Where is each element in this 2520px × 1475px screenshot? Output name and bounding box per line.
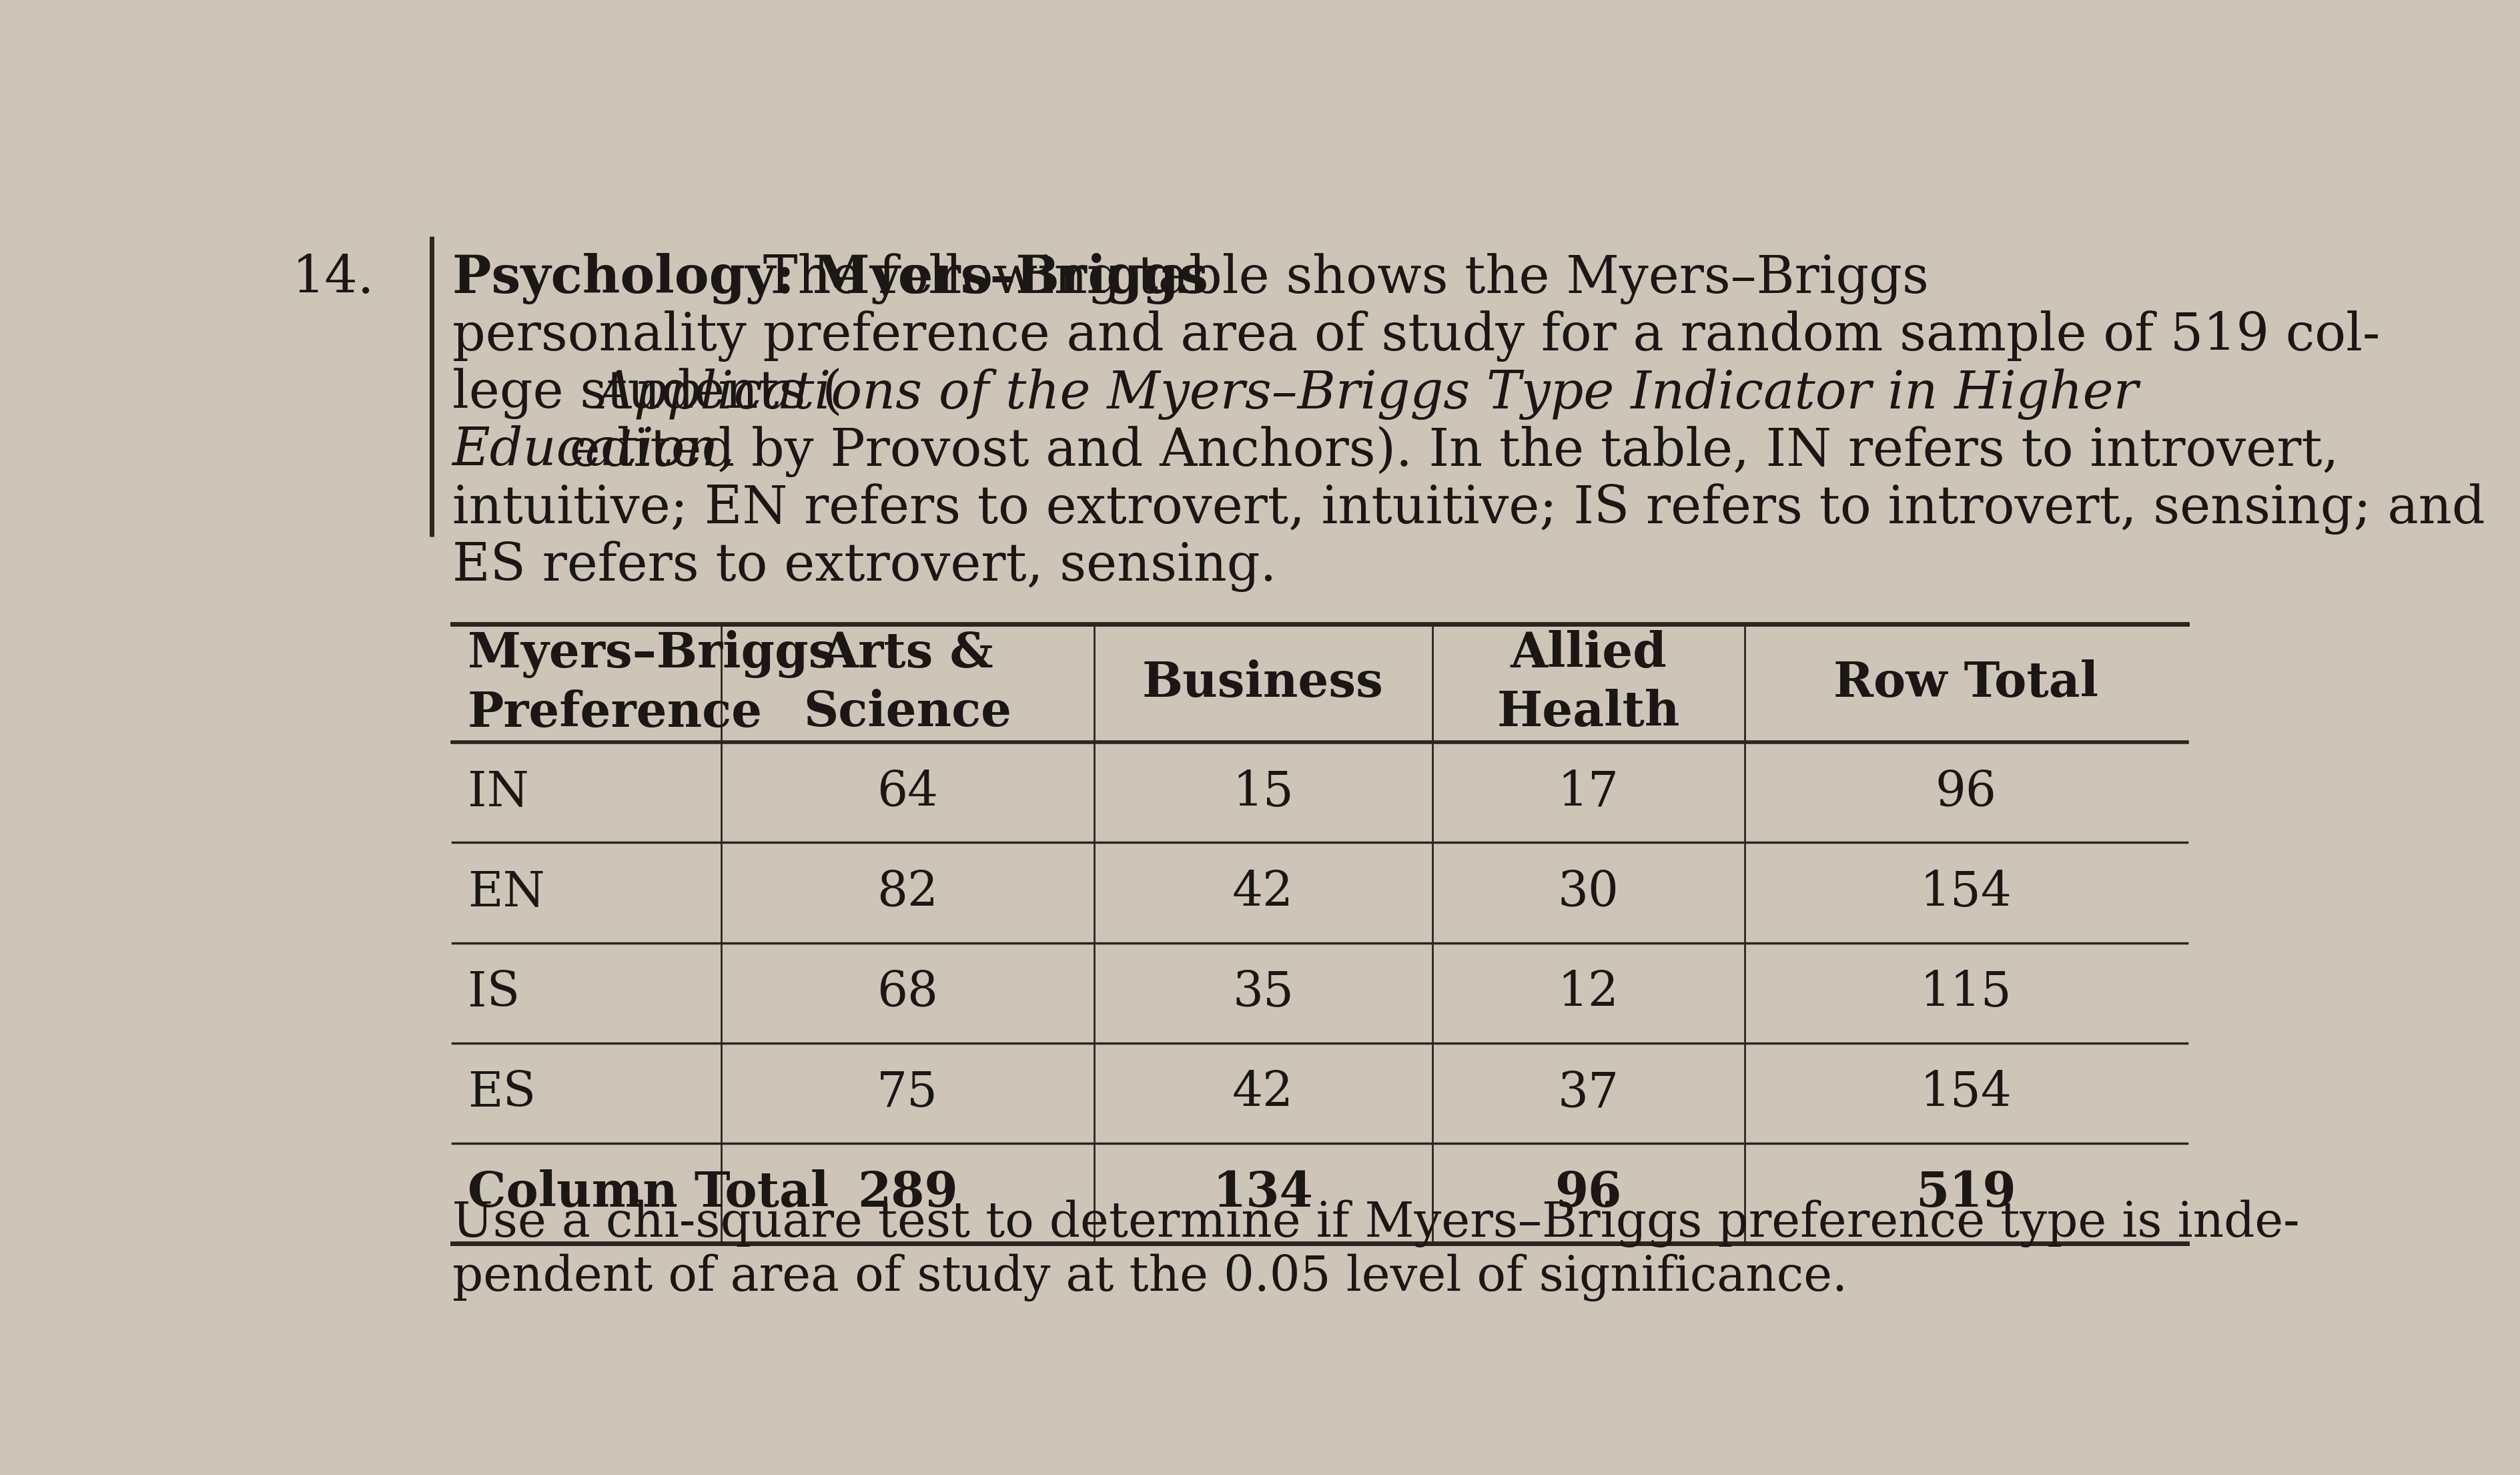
Text: 15: 15 — [1232, 768, 1293, 816]
Text: ES: ES — [469, 1069, 537, 1117]
Text: Column Total: Column Total — [469, 1170, 829, 1217]
Text: 96: 96 — [1555, 1170, 1623, 1217]
Text: personality preference and area of study for a random sample of 519 col-: personality preference and area of study… — [451, 311, 2379, 361]
Text: IS: IS — [469, 969, 519, 1016]
Text: 134: 134 — [1212, 1170, 1313, 1217]
Text: 75: 75 — [877, 1069, 937, 1117]
Text: Applications of the Myers–Briggs Type Indicator in Higher: Applications of the Myers–Briggs Type In… — [597, 369, 2139, 419]
Text: EN: EN — [469, 869, 544, 916]
Text: 154: 154 — [1920, 1069, 2011, 1117]
Text: 96: 96 — [1935, 768, 1996, 816]
Text: 289: 289 — [857, 1170, 958, 1217]
Text: ES refers to extrovert, sensing.: ES refers to extrovert, sensing. — [451, 541, 1275, 591]
Text: intuitive; EN refers to extrovert, intuitive; IS refers to introvert, sensing; a: intuitive; EN refers to extrovert, intui… — [451, 484, 2485, 534]
Text: 30: 30 — [1557, 869, 1618, 916]
Text: edited by Provost and Anchors). In the table, IN refers to introvert,: edited by Provost and Anchors). In the t… — [552, 426, 2339, 476]
Text: 68: 68 — [877, 969, 937, 1016]
Text: 115: 115 — [1920, 969, 2011, 1016]
Text: 42: 42 — [1232, 869, 1293, 916]
Text: 519: 519 — [1915, 1170, 2016, 1217]
Text: Education,: Education, — [451, 426, 736, 476]
Text: 42: 42 — [1232, 1069, 1293, 1117]
Text: Row Total: Row Total — [1832, 659, 2099, 707]
Text: 82: 82 — [877, 869, 937, 916]
Text: 12: 12 — [1557, 969, 1618, 1016]
Text: 14.: 14. — [292, 254, 375, 304]
Text: 154: 154 — [1920, 869, 2011, 916]
Text: The following table shows the Myers–Briggs: The following table shows the Myers–Brig… — [746, 254, 1928, 304]
Text: Arts &
Science: Arts & Science — [804, 630, 1011, 736]
Text: lege students (: lege students ( — [451, 369, 842, 419]
Text: IN: IN — [469, 768, 529, 816]
Text: 64: 64 — [877, 768, 937, 816]
Text: 17: 17 — [1557, 768, 1618, 816]
Text: 37: 37 — [1557, 1069, 1618, 1117]
Text: Myers–Briggs
Preference: Myers–Briggs Preference — [469, 630, 837, 736]
Text: Business: Business — [1142, 659, 1383, 707]
Text: Allied
Health: Allied Health — [1497, 630, 1681, 736]
Text: 35: 35 — [1232, 969, 1293, 1016]
Text: Use a chi-square test to determine if Myers–Briggs preference type is inde-: Use a chi-square test to determine if My… — [451, 1199, 2298, 1248]
Text: Psychology: Myers–Briggs: Psychology: Myers–Briggs — [451, 254, 1207, 304]
Text: pendent of area of study at the 0.05 level of significance.: pendent of area of study at the 0.05 lev… — [451, 1254, 1847, 1301]
